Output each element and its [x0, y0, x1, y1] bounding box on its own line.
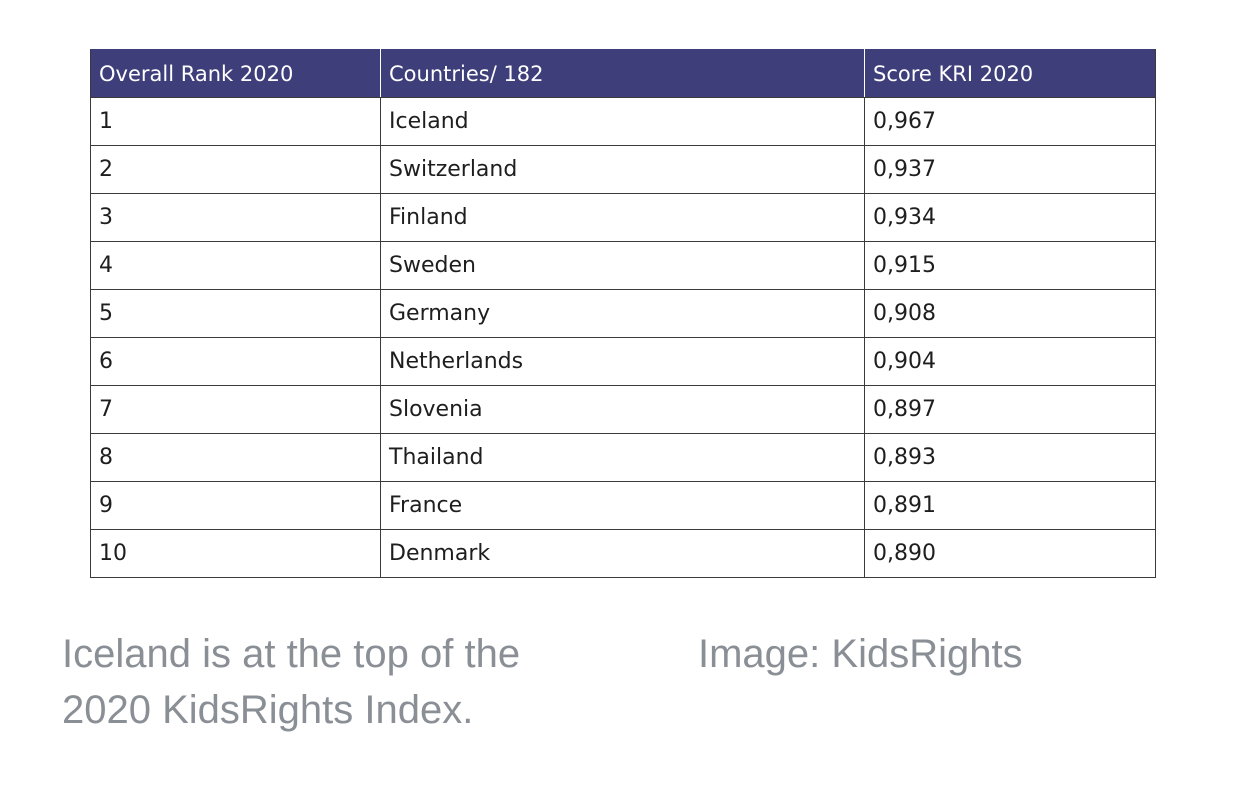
rank-cell: 8	[90, 433, 381, 482]
image-caption: Iceland is at the top of the 2020 KidsRi…	[62, 632, 521, 732]
table-row: 5 Germany 0,908	[90, 289, 1156, 338]
score-cell: 0,893	[864, 433, 1156, 482]
header-overall-rank: Overall Rank 2020	[90, 49, 381, 98]
rank-cell: 9	[90, 481, 381, 530]
table-row: 2 Switzerland 0,937	[90, 145, 1156, 194]
country-cell: Germany	[380, 289, 865, 338]
rank-cell: 1	[90, 97, 381, 146]
table-row: 6 Netherlands 0,904	[90, 337, 1156, 386]
table-row: 10 Denmark 0,890	[90, 529, 1156, 578]
table-row: 1 Iceland 0,967	[90, 97, 1156, 146]
country-cell: Slovenia	[380, 385, 865, 434]
country-cell: Finland	[380, 193, 865, 242]
header-score: Score KRI 2020	[864, 49, 1156, 98]
image-credit: Image: KidsRights	[698, 632, 1023, 676]
rank-cell: 7	[90, 385, 381, 434]
header-countries: Countries/ 182	[380, 49, 865, 98]
country-cell: Denmark	[380, 529, 865, 578]
rank-cell: 5	[90, 289, 381, 338]
table-row: 4 Sweden 0,915	[90, 241, 1156, 290]
table-header-row: Overall Rank 2020 Countries/ 182 Score K…	[90, 49, 1156, 98]
score-cell: 0,908	[864, 289, 1156, 338]
rank-cell: 10	[90, 529, 381, 578]
table-row: 3 Finland 0,934	[90, 193, 1156, 242]
rank-cell: 4	[90, 241, 381, 290]
score-cell: 0,937	[864, 145, 1156, 194]
table-row: 9 France 0,891	[90, 481, 1156, 530]
score-cell: 0,890	[864, 529, 1156, 578]
score-cell: 0,897	[864, 385, 1156, 434]
country-cell: France	[380, 481, 865, 530]
rank-cell: 6	[90, 337, 381, 386]
score-cell: 0,915	[864, 241, 1156, 290]
score-cell: 0,891	[864, 481, 1156, 530]
score-cell: 0,967	[864, 97, 1156, 146]
rankings-table: Overall Rank 2020 Countries/ 182 Score K…	[90, 49, 1156, 578]
score-cell: 0,934	[864, 193, 1156, 242]
rank-cell: 2	[90, 145, 381, 194]
country-cell: Thailand	[380, 433, 865, 482]
country-cell: Sweden	[380, 241, 865, 290]
country-cell: Iceland	[380, 97, 865, 146]
table-row: 7 Slovenia 0,897	[90, 385, 1156, 434]
score-cell: 0,904	[864, 337, 1156, 386]
table-row: 8 Thailand 0,893	[90, 433, 1156, 482]
country-cell: Netherlands	[380, 337, 865, 386]
rank-cell: 3	[90, 193, 381, 242]
country-cell: Switzerland	[380, 145, 865, 194]
